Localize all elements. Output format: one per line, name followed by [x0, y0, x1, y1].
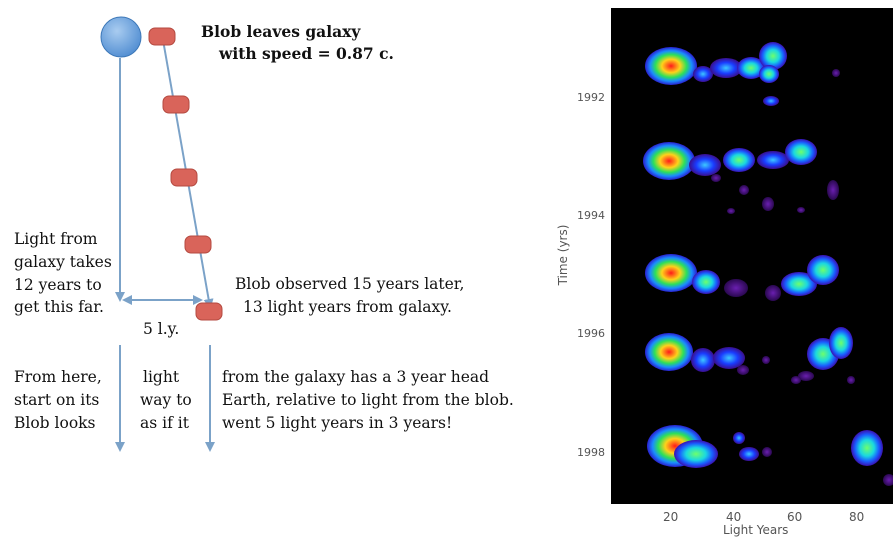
heatmap-svg: [643, 42, 893, 486]
epoch-4-emission: [645, 327, 855, 384]
epoch-3-emission: [645, 254, 839, 301]
blob-leaves-line2: with speed = 0.87 c.: [219, 44, 394, 63]
y-tick-1996: 1996: [577, 327, 605, 340]
x-tick-60: 60: [787, 510, 803, 524]
light-from-line3: 12 years to: [14, 276, 102, 294]
x-axis-label: Light Years: [723, 523, 789, 537]
galaxy-circle: [100, 16, 142, 58]
light-from-line2: galaxy takes: [14, 253, 112, 271]
blob-observed-line1: Blob observed 15 years later,: [235, 275, 465, 293]
light-from-line4: get this far.: [14, 298, 104, 316]
diagram-graphics: [100, 16, 223, 452]
bottom-col1-line3: Blob looks: [14, 414, 96, 432]
blob-5: [195, 302, 223, 321]
blob-4: [184, 235, 212, 254]
bottom-col2-line2: way to: [140, 391, 192, 409]
x-tick-40: 40: [726, 510, 742, 524]
bottom-col1-line2: start on its: [14, 391, 100, 409]
bottom-col3-line2: Earth, relative to light from the blob.: [222, 391, 514, 409]
blob-1: [148, 27, 176, 46]
blob-3: [170, 168, 198, 187]
epoch-1-emission: [645, 42, 840, 106]
blob-2: [162, 95, 190, 114]
epoch-5-emission: [647, 425, 893, 486]
blob-observed-line2: 13 light years from galaxy.: [243, 298, 452, 316]
bottom-col3-line1: from the galaxy has a 3 year head: [222, 368, 490, 386]
light-from-line1: Light from: [14, 230, 98, 248]
blob-leaves-line1: Blob leaves galaxy: [201, 22, 361, 41]
bottom-col2-line1: light: [143, 368, 180, 386]
epoch-2-emission: [643, 139, 839, 214]
y-axis-label: Time (yrs): [556, 224, 570, 286]
y-tick-1998: 1998: [577, 446, 605, 459]
bottom-col1-line1: From here,: [14, 368, 102, 386]
bottom-col3-line3: went 5 light years in 3 years!: [222, 414, 453, 432]
x-tick-80: 80: [849, 510, 865, 524]
x-tick-20: 20: [663, 510, 679, 524]
y-tick-1994: 1994: [577, 209, 605, 222]
y-tick-1992: 1992: [577, 91, 605, 104]
separation-label: 5 l.y.: [143, 320, 180, 338]
heatmap-panel: [611, 8, 893, 504]
bottom-col2-line3: as if it: [140, 414, 189, 432]
blob-positions: [148, 27, 223, 321]
